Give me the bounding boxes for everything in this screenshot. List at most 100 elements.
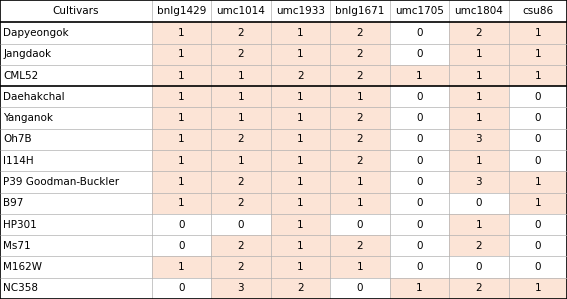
Bar bbox=[270, 171, 330, 193]
Bar bbox=[152, 278, 211, 299]
Text: 2: 2 bbox=[297, 71, 304, 80]
Text: 2: 2 bbox=[238, 28, 244, 38]
Bar bbox=[509, 278, 567, 299]
Bar bbox=[152, 129, 211, 150]
Text: 1: 1 bbox=[416, 283, 422, 293]
Text: 1: 1 bbox=[357, 92, 363, 102]
Text: 0: 0 bbox=[357, 283, 363, 293]
Bar bbox=[449, 193, 509, 214]
Bar bbox=[330, 129, 390, 150]
Text: 2: 2 bbox=[238, 241, 244, 251]
Bar bbox=[390, 193, 449, 214]
Text: bnlg1671: bnlg1671 bbox=[335, 6, 384, 16]
Bar bbox=[390, 65, 449, 86]
Text: 0: 0 bbox=[416, 113, 422, 123]
Text: 1: 1 bbox=[178, 156, 185, 166]
Bar bbox=[0, 65, 152, 86]
Text: umc1933: umc1933 bbox=[276, 6, 325, 16]
Text: csu86: csu86 bbox=[522, 6, 553, 16]
Text: P39 Goodman-Buckler: P39 Goodman-Buckler bbox=[3, 177, 119, 187]
Text: 2: 2 bbox=[238, 177, 244, 187]
Text: 1: 1 bbox=[357, 177, 363, 187]
Bar bbox=[211, 278, 270, 299]
Text: 2: 2 bbox=[357, 134, 363, 144]
Bar bbox=[211, 257, 270, 278]
Text: 0: 0 bbox=[476, 262, 482, 272]
Text: 1: 1 bbox=[297, 92, 304, 102]
Text: 2: 2 bbox=[476, 241, 482, 251]
Text: umc1014: umc1014 bbox=[217, 6, 265, 16]
Text: 0: 0 bbox=[416, 134, 422, 144]
Bar bbox=[330, 171, 390, 193]
Text: B97: B97 bbox=[3, 198, 23, 208]
Text: 1: 1 bbox=[416, 71, 422, 80]
Bar bbox=[509, 22, 567, 44]
Text: 0: 0 bbox=[535, 92, 541, 102]
Text: 0: 0 bbox=[416, 219, 422, 230]
Text: 1: 1 bbox=[178, 262, 185, 272]
Bar bbox=[152, 235, 211, 257]
Bar bbox=[330, 235, 390, 257]
Bar bbox=[270, 214, 330, 235]
Bar bbox=[509, 235, 567, 257]
Text: 0: 0 bbox=[416, 156, 422, 166]
Bar bbox=[449, 129, 509, 150]
Text: 2: 2 bbox=[357, 241, 363, 251]
Text: 2: 2 bbox=[357, 71, 363, 80]
Bar bbox=[509, 171, 567, 193]
Text: CML52: CML52 bbox=[3, 71, 39, 80]
Text: 1: 1 bbox=[178, 71, 185, 80]
Bar bbox=[390, 22, 449, 44]
Bar bbox=[330, 86, 390, 107]
Bar bbox=[211, 235, 270, 257]
Text: I114H: I114H bbox=[3, 156, 33, 166]
Bar bbox=[509, 150, 567, 171]
Bar bbox=[0, 86, 152, 107]
Bar bbox=[270, 65, 330, 86]
Bar bbox=[211, 129, 270, 150]
Bar bbox=[390, 44, 449, 65]
Bar bbox=[509, 129, 567, 150]
Bar bbox=[330, 22, 390, 44]
Bar bbox=[449, 214, 509, 235]
Text: 0: 0 bbox=[535, 113, 541, 123]
Bar bbox=[152, 86, 211, 107]
Bar bbox=[449, 65, 509, 86]
Text: 1: 1 bbox=[476, 219, 482, 230]
Bar bbox=[390, 0, 449, 22]
Bar bbox=[509, 214, 567, 235]
Bar bbox=[211, 150, 270, 171]
Text: 1: 1 bbox=[297, 49, 304, 59]
Bar bbox=[509, 0, 567, 22]
Text: 1: 1 bbox=[178, 28, 185, 38]
Bar bbox=[0, 278, 152, 299]
Bar bbox=[211, 214, 270, 235]
Text: 0: 0 bbox=[416, 49, 422, 59]
Bar bbox=[390, 214, 449, 235]
Text: 0: 0 bbox=[416, 241, 422, 251]
Text: 1: 1 bbox=[238, 92, 244, 102]
Text: 1: 1 bbox=[297, 156, 304, 166]
Bar bbox=[152, 0, 211, 22]
Text: 1: 1 bbox=[297, 113, 304, 123]
Bar bbox=[0, 171, 152, 193]
Text: Daehakchal: Daehakchal bbox=[3, 92, 65, 102]
Text: 1: 1 bbox=[535, 28, 541, 38]
Text: 2: 2 bbox=[238, 262, 244, 272]
Bar bbox=[270, 193, 330, 214]
Text: 1: 1 bbox=[535, 49, 541, 59]
Bar bbox=[152, 107, 211, 129]
Bar bbox=[270, 278, 330, 299]
Text: 0: 0 bbox=[535, 134, 541, 144]
Text: 1: 1 bbox=[476, 113, 482, 123]
Bar bbox=[152, 193, 211, 214]
Text: 1: 1 bbox=[297, 219, 304, 230]
Bar bbox=[0, 22, 152, 44]
Text: 1: 1 bbox=[238, 71, 244, 80]
Text: 1: 1 bbox=[297, 177, 304, 187]
Bar bbox=[390, 129, 449, 150]
Text: 0: 0 bbox=[178, 241, 185, 251]
Bar bbox=[0, 150, 152, 171]
Text: 1: 1 bbox=[297, 28, 304, 38]
Bar bbox=[449, 0, 509, 22]
